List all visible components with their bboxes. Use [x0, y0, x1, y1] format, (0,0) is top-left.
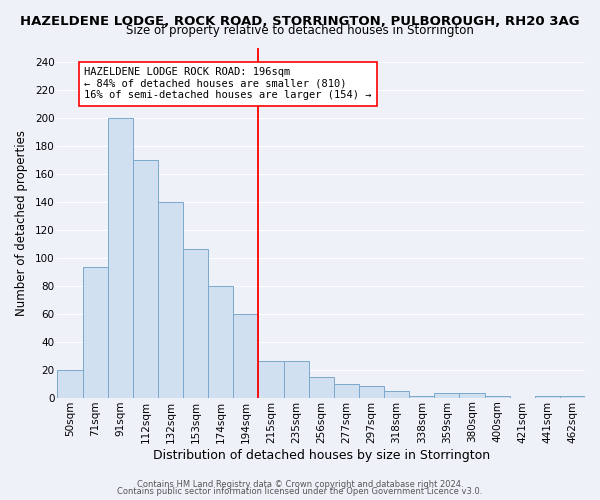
- Bar: [183, 249, 208, 398]
- Bar: [158, 202, 183, 398]
- Bar: [409, 396, 434, 398]
- Bar: [208, 286, 233, 398]
- Bar: [560, 396, 585, 398]
- Bar: [133, 160, 158, 398]
- Bar: [58, 370, 83, 398]
- Bar: [334, 384, 359, 398]
- Bar: [83, 268, 108, 398]
- Bar: [460, 394, 485, 398]
- Text: Contains HM Land Registry data © Crown copyright and database right 2024.: Contains HM Land Registry data © Crown c…: [137, 480, 463, 489]
- Bar: [108, 118, 133, 398]
- Bar: [308, 376, 334, 398]
- Bar: [535, 396, 560, 398]
- Bar: [485, 396, 509, 398]
- Bar: [284, 361, 308, 398]
- Text: Size of property relative to detached houses in Storrington: Size of property relative to detached ho…: [126, 24, 474, 37]
- Text: HAZELDENE LODGE ROCK ROAD: 196sqm
← 84% of detached houses are smaller (810)
16%: HAZELDENE LODGE ROCK ROAD: 196sqm ← 84% …: [84, 67, 371, 100]
- Bar: [359, 386, 384, 398]
- Bar: [384, 390, 409, 398]
- Bar: [259, 361, 284, 398]
- Bar: [434, 394, 460, 398]
- Y-axis label: Number of detached properties: Number of detached properties: [15, 130, 28, 316]
- X-axis label: Distribution of detached houses by size in Storrington: Distribution of detached houses by size …: [152, 450, 490, 462]
- Text: HAZELDENE LODGE, ROCK ROAD, STORRINGTON, PULBOROUGH, RH20 3AG: HAZELDENE LODGE, ROCK ROAD, STORRINGTON,…: [20, 15, 580, 28]
- Text: Contains public sector information licensed under the Open Government Licence v3: Contains public sector information licen…: [118, 487, 482, 496]
- Bar: [233, 314, 259, 398]
